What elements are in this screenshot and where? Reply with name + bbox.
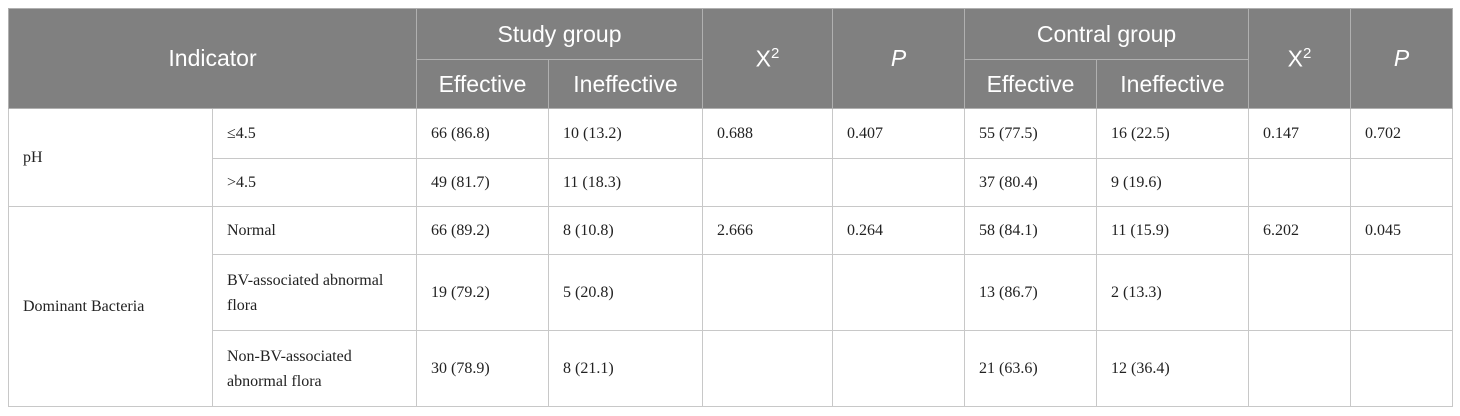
cell: 9 (19.6) <box>1095 158 1250 207</box>
cell <box>1350 158 1454 207</box>
cell <box>702 158 833 207</box>
superscript: 2 <box>771 44 780 62</box>
header-row: Indicator Study group X2 P Contral group… <box>8 8 1454 109</box>
cell: 0.702 <box>1350 108 1454 159</box>
cell: 5 (20.8) <box>548 254 703 331</box>
cell <box>832 254 965 331</box>
header-cell: X2 <box>702 8 833 109</box>
cell <box>1350 254 1454 331</box>
header-cell: P <box>832 8 965 109</box>
cell: 8 (21.1) <box>548 330 703 407</box>
cell: BV-associated abnormal flora <box>212 254 417 331</box>
cell: Non-BV-associated abnormal flora <box>212 330 417 407</box>
cell: 21 (63.6) <box>964 330 1097 407</box>
cell: 11 (18.3) <box>548 158 703 207</box>
cell: 6.202 <box>1248 206 1352 255</box>
header-text: X <box>1287 45 1304 72</box>
header-cell: Study group <box>416 8 703 60</box>
cell: 0.045 <box>1350 206 1454 255</box>
cell: Dominant Bacteria <box>8 206 213 407</box>
header-cell: P <box>1350 8 1454 109</box>
cell: 16 (22.5) <box>1095 108 1250 159</box>
cell: 66 (89.2) <box>416 206 549 255</box>
cell <box>702 254 833 331</box>
header-text: X <box>755 45 771 72</box>
cell: 19 (79.2) <box>416 254 549 331</box>
cell: 37 (80.4) <box>964 158 1097 207</box>
cell: 13 (86.7) <box>964 254 1097 331</box>
row: Non-BV-associated abnormal flora 30 (78.9… <box>9 330 1454 407</box>
header-text: P <box>1393 45 1410 71</box>
cell: 66 (86.8) <box>416 108 549 159</box>
header-text: P <box>890 45 907 71</box>
header-cell: Effective <box>964 59 1097 109</box>
header-cell: Effective <box>416 59 549 109</box>
row: >4.5 49 (81.7) 11 (18.3) 37 (80.4) 9 (19.6) <box>9 158 1454 207</box>
row: pH ≤4.5 66 (86.8) 10 (13.2) 0.688 0.407 55 (77… <box>8 108 1454 207</box>
header-cell: Ineffective <box>548 59 703 109</box>
cell <box>702 330 833 407</box>
cell: 30 (78.9) <box>416 330 549 407</box>
header-cell: Indicator <box>8 8 417 109</box>
cell: >4.5 <box>212 158 417 207</box>
cell: ≤4.5 <box>212 108 417 159</box>
cell: 0.264 <box>832 206 965 255</box>
cell: 2 (13.3) <box>1095 254 1250 331</box>
superscript: 2 <box>1303 44 1312 62</box>
cell <box>1248 254 1352 331</box>
cell: 11 (15.9) <box>1095 206 1250 255</box>
cell: 0.147 <box>1248 108 1352 159</box>
row: Dominant Bacteria Normal 66 (89.2) 8 (10.8)… <box>8 206 1454 407</box>
cell: 8 (10.8) <box>548 206 703 255</box>
header-cell: Contral group <box>963 8 1250 60</box>
row: BV-associated abnormal flora 19 (79.2) 5 (… <box>9 254 1454 331</box>
cell: 0.688 <box>702 108 833 159</box>
table-body: pH ≤4.5 66 (86.8) 10 (13.2) 0.688 0.407 55 (77… <box>8 108 1454 407</box>
cell <box>1248 330 1352 407</box>
cell <box>832 158 965 207</box>
cell <box>1248 158 1352 207</box>
cell <box>832 330 965 407</box>
header-cell: Ineffective <box>1095 59 1250 109</box>
cell: 12 (36.4) <box>1095 330 1250 407</box>
header-row: Effective Ineffective Effective Ineffect… <box>9 59 1453 109</box>
cell: 49 (81.7) <box>416 158 549 207</box>
cell: 2.666 <box>702 206 833 255</box>
cell: 10 (13.2) <box>548 108 703 159</box>
cell: 0.407 <box>832 108 965 159</box>
cell <box>1350 330 1454 407</box>
cell: pH <box>8 108 213 207</box>
cell: 55 (77.5) <box>964 108 1097 159</box>
header-cell: X2 <box>1248 8 1352 109</box>
cell: Normal <box>212 206 417 255</box>
results-table: Indicator Study group X2 P Contral group… <box>8 8 1454 407</box>
cell: 58 (84.1) <box>964 206 1097 255</box>
